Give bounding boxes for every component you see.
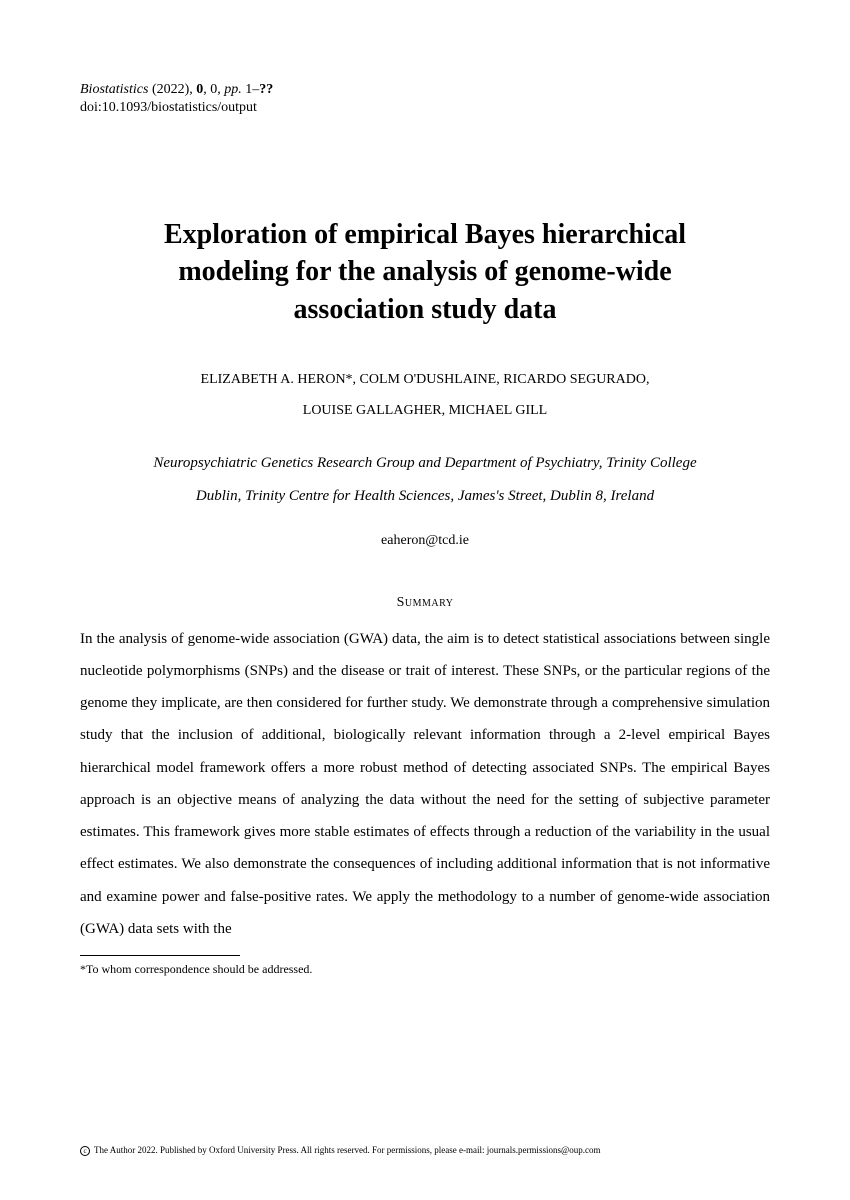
copyright-notice: c The Author 2022. Published by Oxford Un… — [80, 1145, 770, 1156]
pages-prefix: pp. — [224, 82, 242, 97]
authors: ELIZABETH A. HERON*, COLM O'DUSHLAINE, R… — [80, 365, 770, 427]
pages-end: ?? — [259, 82, 273, 97]
affiliation-line-2: Dublin, Trinity Centre for Health Scienc… — [80, 480, 770, 513]
title-line-3: association study data — [80, 291, 770, 329]
journal-issue: 0, — [210, 82, 221, 97]
title-line-2: modeling for the analysis of genome-wide — [80, 253, 770, 291]
copyright-text: The Author 2022. Published by Oxford Uni… — [94, 1145, 600, 1155]
journal-name: Biostatistics — [80, 82, 148, 97]
copyright-icon: c — [80, 1146, 90, 1156]
correspondence-footnote: *To whom correspondence should be addres… — [80, 962, 770, 977]
authors-line-2: LOUISE GALLAGHER, MICHAEL GILL — [80, 396, 770, 427]
doi: doi:10.1093/biostatistics/output — [80, 100, 770, 116]
title-line-1: Exploration of empirical Bayes hierarchi… — [80, 216, 770, 254]
journal-year: (2022), — [152, 82, 193, 97]
summary-heading: Summary — [80, 595, 770, 611]
summary-text: In the analysis of genome-wide associati… — [80, 623, 770, 946]
footnote-rule — [80, 955, 240, 956]
contact-email: eaheron@tcd.ie — [80, 533, 770, 549]
paper-title: Exploration of empirical Bayes hierarchi… — [80, 216, 770, 329]
authors-line-1: ELIZABETH A. HERON*, COLM O'DUSHLAINE, R… — [80, 365, 770, 396]
journal-header: Biostatistics (2022), 0, 0, pp. 1–?? — [80, 80, 770, 100]
affiliation-line-1: Neuropsychiatric Genetics Research Group… — [80, 447, 770, 480]
affiliation: Neuropsychiatric Genetics Research Group… — [80, 447, 770, 513]
pages-start: 1– — [245, 82, 259, 97]
